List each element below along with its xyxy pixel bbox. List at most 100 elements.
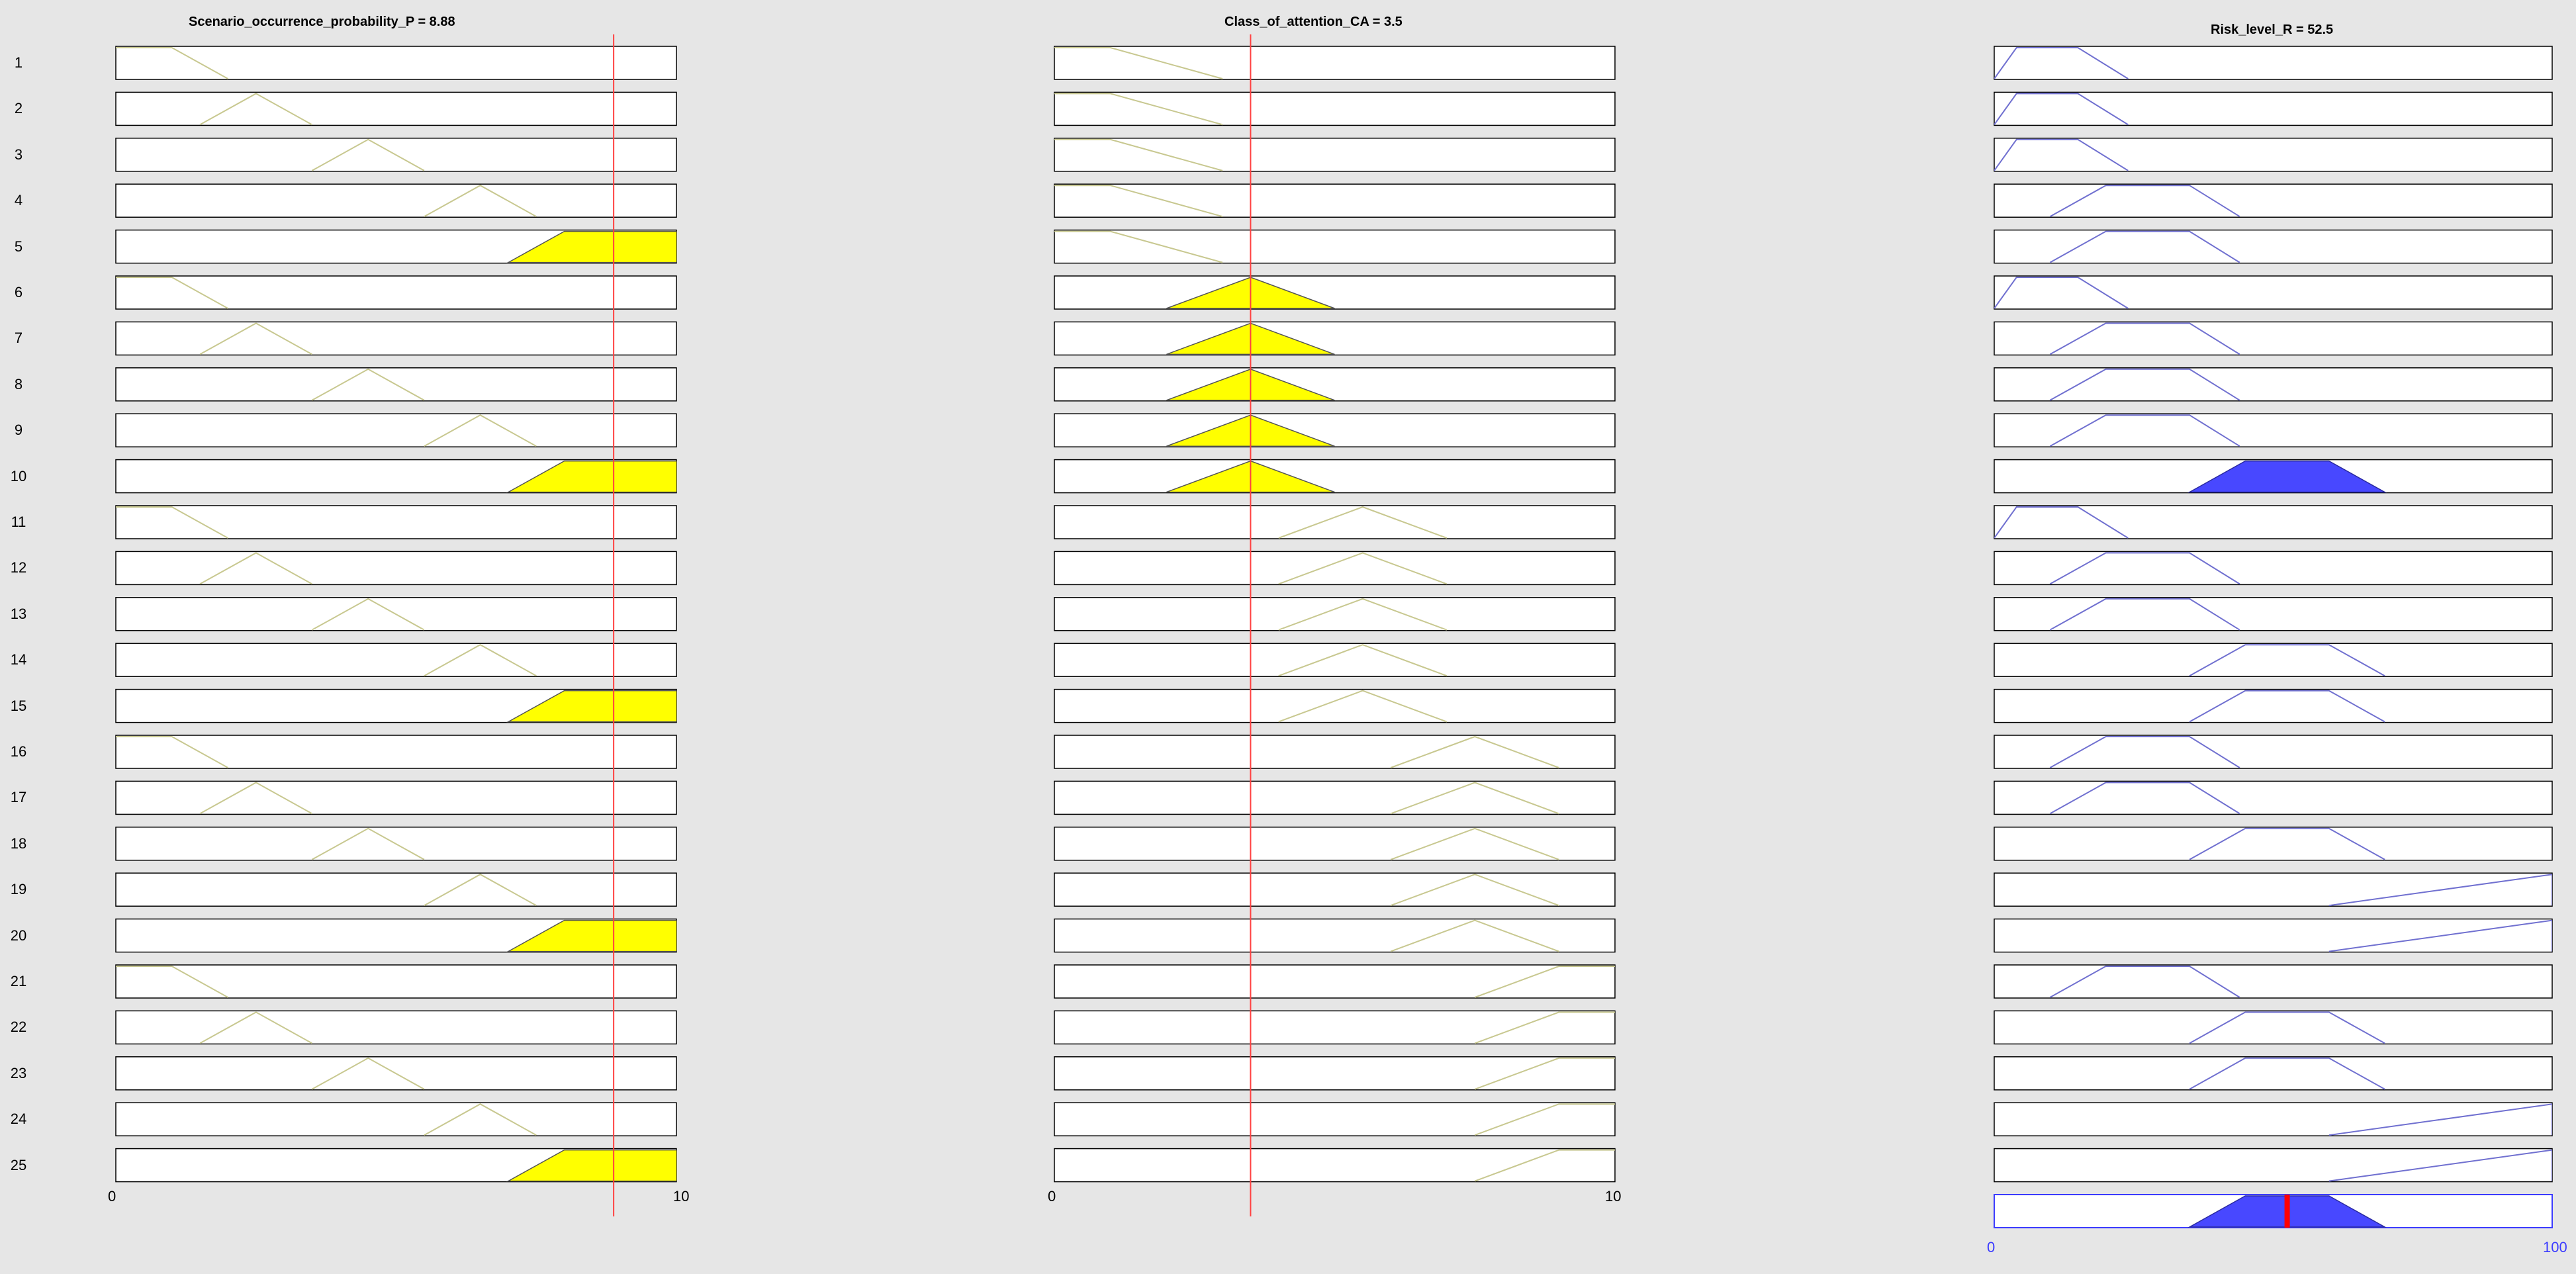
output-rule-box xyxy=(1994,321,2553,356)
input2-mf-line xyxy=(1474,1011,1615,1044)
input2-mf-line xyxy=(1054,47,1223,79)
input1-mf-line xyxy=(424,414,537,447)
output-rule-box xyxy=(1994,827,2553,861)
input2-mf-line xyxy=(1474,1149,1615,1182)
output-rule-box xyxy=(1994,597,2553,631)
input1-mf-line xyxy=(116,736,228,768)
rule-number: 17 xyxy=(10,789,27,806)
input2-tick-max: 10 xyxy=(1605,1188,1622,1205)
output-mf-line xyxy=(2328,1103,2552,1136)
input1-mf-line xyxy=(199,322,312,355)
rule-number: 19 xyxy=(10,881,27,898)
output-rule-box xyxy=(1994,688,2553,723)
input2-rule-box xyxy=(1054,91,1616,126)
input1-rule-box xyxy=(115,413,677,447)
output-rule-box xyxy=(1994,229,2553,264)
rule-number: 11 xyxy=(11,514,26,530)
input1-mf-line xyxy=(424,1103,537,1136)
rule-number: 4 xyxy=(14,192,23,209)
input1-mf-line xyxy=(116,506,228,539)
output-rule-box xyxy=(1994,413,2553,447)
output-mf-line xyxy=(2049,966,2240,998)
output-mf-fill xyxy=(2187,460,2387,493)
input2-mf-line xyxy=(1054,185,1223,218)
output-mf-line xyxy=(2189,644,2385,677)
input2-rule-box xyxy=(1054,138,1616,172)
input2-rule-box xyxy=(1054,413,1616,447)
input2-rule-box xyxy=(1054,1010,1616,1045)
output-mf-line xyxy=(2049,230,2240,263)
input2-mf-line xyxy=(1054,93,1223,126)
rule-number: 6 xyxy=(14,284,23,300)
output-mf-line xyxy=(1994,138,2129,171)
output-rule-box xyxy=(1994,275,2553,310)
input1-mf-fill xyxy=(506,460,676,493)
input2-rule-box xyxy=(1054,321,1616,356)
input1-mf-fill xyxy=(506,690,676,723)
input1-mf-fill xyxy=(506,919,676,952)
input2-rule-box xyxy=(1054,918,1616,953)
input2-mf-line xyxy=(1054,138,1223,171)
output-rule-box xyxy=(1994,46,2553,80)
output-mf-line xyxy=(2049,736,2240,768)
input1-mf-line xyxy=(116,966,228,998)
input1-mf-line xyxy=(116,277,228,309)
output-mf-line xyxy=(2189,1011,2385,1044)
input1-rule-box xyxy=(115,91,677,126)
input1-rule-box xyxy=(115,46,677,80)
output-mf-line xyxy=(2049,414,2240,447)
output-mf-line xyxy=(2328,919,2552,952)
input2-rule-box xyxy=(1054,183,1616,218)
rule-number: 21 xyxy=(10,973,27,989)
input2-mf-line xyxy=(1474,1103,1615,1136)
output-mf-line xyxy=(1994,506,2129,539)
input1-rule-box xyxy=(115,551,677,586)
input1-rule-box xyxy=(115,780,677,815)
output-mf-line xyxy=(2189,1057,2385,1090)
input2-rule-box xyxy=(1054,275,1616,310)
input1-rule-box xyxy=(115,1010,677,1045)
input1-mf-line xyxy=(424,644,537,677)
output-rule-box xyxy=(1994,551,2553,586)
input1-rule-box xyxy=(115,872,677,907)
rule-number: 23 xyxy=(10,1064,27,1081)
input2-rule-box xyxy=(1054,597,1616,631)
rule-number: 3 xyxy=(14,146,23,163)
input1-mf-fill xyxy=(506,230,676,263)
output-rule-box xyxy=(1994,780,2553,815)
output-rule-box xyxy=(1994,1010,2553,1045)
input2-rule-box xyxy=(1054,735,1616,769)
input2-rule-box xyxy=(1054,551,1616,586)
input1-rule-box xyxy=(115,735,677,769)
input1-rule-box xyxy=(115,1102,677,1136)
output-rule-box xyxy=(1994,964,2553,999)
output-rule-box xyxy=(1994,643,2553,677)
input1-rule-box xyxy=(115,183,677,218)
output-tick-max: 100 xyxy=(2543,1239,2567,1255)
rule-number: 2 xyxy=(14,100,23,117)
input1-mf-line xyxy=(199,782,312,815)
input1-mf-line xyxy=(199,552,312,585)
input2-rule-box xyxy=(1054,367,1616,402)
input2-mf-line xyxy=(1278,506,1448,539)
input2-rule-box xyxy=(1054,643,1616,677)
input2-rule-box xyxy=(1054,1148,1616,1183)
output-rule-box xyxy=(1994,918,2553,953)
input2-mf-line xyxy=(1390,782,1559,815)
input2-rule-box xyxy=(1054,964,1616,999)
input1-rule-box xyxy=(115,138,677,172)
rule-number: 25 xyxy=(10,1156,27,1173)
output-rule-box xyxy=(1994,872,2553,907)
input2-rule-box xyxy=(1054,46,1616,80)
input2-tick-min: 0 xyxy=(1048,1188,1056,1205)
input1-title: Scenario_occurrence_probability_P = 8.88 xyxy=(189,15,455,29)
input1-mf-line xyxy=(311,598,425,631)
output-mf-line xyxy=(2189,690,2385,723)
input1-mf-line xyxy=(424,185,537,218)
input2-mf-line xyxy=(1278,552,1448,585)
output-rule-box xyxy=(1994,1148,2553,1183)
output-rule-box xyxy=(1994,1102,2553,1136)
output-rule-box xyxy=(1994,1056,2553,1091)
rule-number: 14 xyxy=(10,651,27,668)
